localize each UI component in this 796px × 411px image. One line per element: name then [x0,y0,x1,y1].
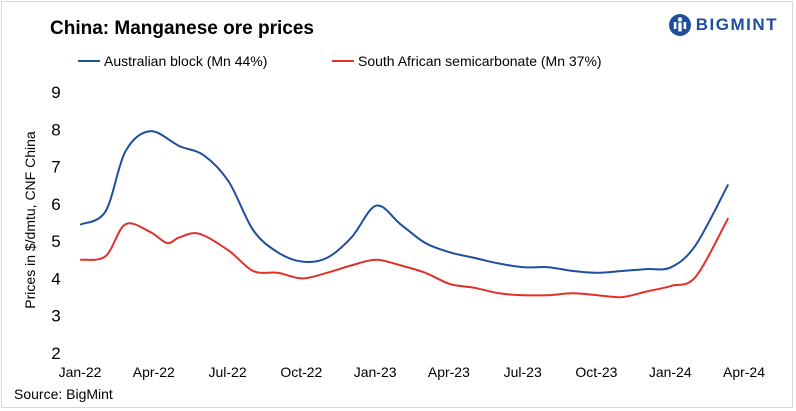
y-tick-label-2: 2 [51,344,60,363]
chart-title: China: Manganese ore prices [50,18,314,39]
x-tick-label-jul-22: Jul-22 [208,364,246,380]
chart-series [80,130,729,299]
legend-item-australian: Australian block (Mn 44%) [78,53,267,69]
x-tick-label-oct-22: Oct-22 [280,364,322,380]
x-tick-label-jan-23: Jan-23 [354,364,397,380]
y-tick-label-9: 9 [51,83,60,102]
y-tick-label-6: 6 [51,195,60,214]
y-tick-label-8: 8 [51,120,60,139]
series-line-south-african-semicarbonate [80,217,729,299]
legend-swatch-south-african [332,60,354,62]
x-tick-label-oct-23: Oct-23 [575,364,617,380]
series-line-australian-block [80,130,729,274]
y-axis-ticks: 2 3 4 5 6 7 8 9 [51,83,60,363]
x-axis-ticks: Jan-22 Apr-22 Jul-22 Oct-22 Jan-23 Apr-23 Jul-… [59,364,766,380]
x-tick-label-apr-24: Apr-24 [723,364,765,380]
x-tick-label-apr-23: Apr-23 [428,364,470,380]
x-tick-label-jan-24: Jan-24 [649,364,692,380]
y-tick-label-3: 3 [51,307,60,326]
chart-legend: Australian block (Mn 44%) South African … [0,53,796,73]
bigmint-logo-icon [668,14,691,36]
y-tick-label-5: 5 [51,232,60,251]
legend-label-australian: Australian block (Mn 44%) [104,53,268,69]
source-note: Source: BigMint [14,386,113,402]
y-tick-label-7: 7 [51,158,60,177]
x-tick-label-apr-22: Apr-22 [133,364,175,380]
legend-item-south-african: South African semicarbonate (Mn 37%) [332,53,602,69]
x-tick-label-jan-22: Jan-22 [59,364,102,380]
brand-name: BIGMINT [695,15,778,34]
legend-swatch-australian [78,60,100,62]
y-tick-label-4: 4 [51,269,60,288]
legend-label-south-african: South African semicarbonate (Mn 37%) [358,53,602,69]
brand-logo: BIGMINT [668,12,778,38]
x-tick-label-jul-23: Jul-23 [504,364,542,380]
